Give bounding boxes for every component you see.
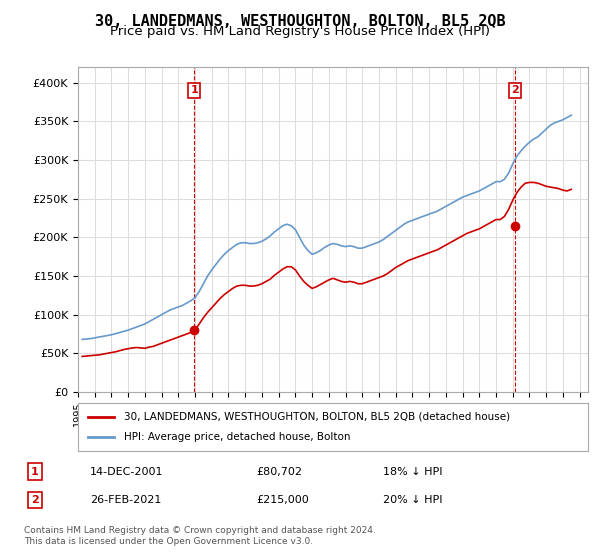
- Text: 26-FEB-2021: 26-FEB-2021: [90, 495, 161, 505]
- Text: 30, LANDEDMANS, WESTHOUGHTON, BOLTON, BL5 2QB (detached house): 30, LANDEDMANS, WESTHOUGHTON, BOLTON, BL…: [124, 412, 510, 422]
- Text: HPI: Average price, detached house, Bolton: HPI: Average price, detached house, Bolt…: [124, 432, 350, 442]
- Text: 30, LANDEDMANS, WESTHOUGHTON, BOLTON, BL5 2QB: 30, LANDEDMANS, WESTHOUGHTON, BOLTON, BL…: [95, 14, 505, 29]
- Text: 2: 2: [31, 495, 39, 505]
- Text: Contains HM Land Registry data © Crown copyright and database right 2024.
This d: Contains HM Land Registry data © Crown c…: [24, 526, 376, 546]
- Text: 14-DEC-2001: 14-DEC-2001: [90, 466, 164, 477]
- Text: £215,000: £215,000: [256, 495, 308, 505]
- Text: £80,702: £80,702: [256, 466, 302, 477]
- Text: 18% ↓ HPI: 18% ↓ HPI: [383, 466, 442, 477]
- Text: 1: 1: [31, 466, 39, 477]
- Text: 2: 2: [511, 86, 519, 95]
- Text: 1: 1: [190, 86, 198, 95]
- Text: 20% ↓ HPI: 20% ↓ HPI: [383, 495, 442, 505]
- Text: Price paid vs. HM Land Registry's House Price Index (HPI): Price paid vs. HM Land Registry's House …: [110, 25, 490, 38]
